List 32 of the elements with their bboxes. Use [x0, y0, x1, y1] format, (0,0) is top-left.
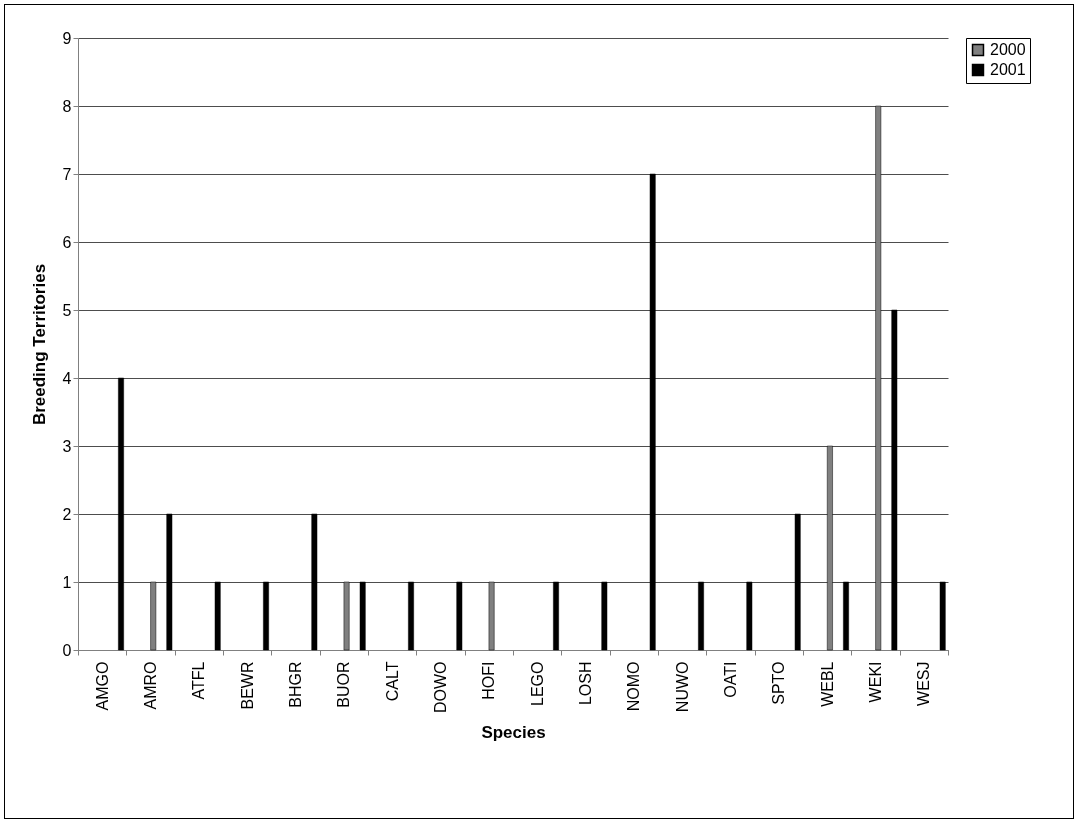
- x-tick-label: DOWO: [432, 661, 449, 714]
- x-tick-label: LOSH: [577, 661, 594, 706]
- y-tick-label: 3: [62, 437, 72, 455]
- x-tick-label: HOFI: [480, 661, 498, 700]
- x-tick-label: WEBL: [818, 661, 836, 707]
- y-tick-label: 4: [62, 369, 72, 387]
- x-tick-label: WEKI: [867, 661, 884, 703]
- y-tick-label: 0: [62, 641, 72, 659]
- x-tick-label: NUWO: [673, 661, 691, 713]
- x-tick-label: AMGO: [93, 661, 111, 711]
- x-tick-label: ATFL: [190, 661, 208, 700]
- x-tick-label: CALT: [383, 661, 401, 702]
- x-tick-label: SPTO: [770, 661, 788, 705]
- x-tick-label: NOMO: [625, 661, 643, 712]
- x-tick-label: OATI: [722, 661, 739, 698]
- y-tick-label: 7: [62, 165, 72, 183]
- x-tick-label: AMRO: [142, 661, 159, 710]
- y-tick-label: 5: [62, 301, 72, 319]
- x-tick-label: BHGR: [287, 661, 304, 708]
- x-tick-label: BEWR: [238, 661, 256, 710]
- legend-label: 2001: [990, 61, 1026, 78]
- x-tick-label: BUOR: [335, 661, 353, 708]
- y-tick-label: 2: [62, 505, 72, 523]
- x-axis-title: Species: [481, 723, 546, 743]
- y-tick-label: 1: [62, 573, 72, 591]
- x-tick-label: LEGO: [528, 661, 546, 706]
- y-tick-label: 9: [62, 29, 72, 47]
- y-axis-title: Breeding Territories: [29, 263, 49, 426]
- y-tick-label: 6: [62, 233, 72, 251]
- legend-label: 2000: [990, 41, 1026, 58]
- x-tick-label: WESJ: [915, 661, 933, 706]
- y-tick-label: 8: [62, 97, 72, 115]
